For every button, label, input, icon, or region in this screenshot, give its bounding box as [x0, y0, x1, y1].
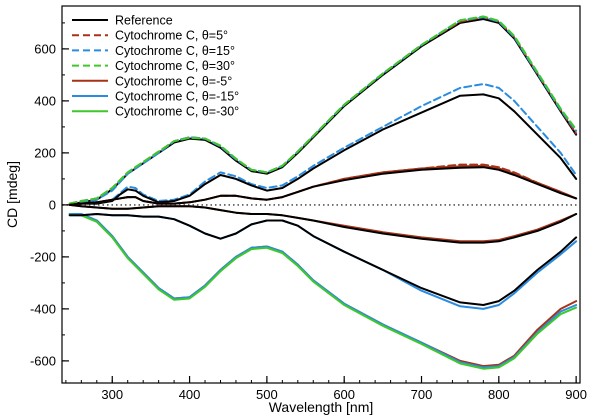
x-tick-label: 500: [256, 387, 278, 402]
series-line-8: [68, 93, 578, 206]
series-line-7: [68, 83, 578, 206]
series-line-15: [68, 203, 578, 244]
x-axis-title: Wavelength [nm]: [269, 399, 374, 415]
y-tick-label: 200: [34, 145, 56, 160]
series-line-9: [68, 213, 578, 310]
y-axis-title: CD [mdeg]: [4, 161, 20, 228]
series-line-0: [68, 18, 578, 206]
series-line-13: [68, 166, 578, 206]
legend-label: Cytochrome C, θ=-15°: [115, 90, 239, 104]
y-tick-label: -200: [30, 249, 56, 264]
x-tick-label: 400: [179, 387, 201, 402]
y-tick-label: -600: [30, 353, 56, 368]
axes: 300 400 500 600 700 800 900 -600 -400 -200 0 200 400…: [30, 5, 587, 402]
series-line-10: [68, 213, 578, 306]
series-lines: [68, 15, 578, 370]
legend-label: Cytochrome C, θ=30°: [115, 59, 235, 73]
plot-frame: [61, 5, 581, 384]
x-tick-label: 800: [488, 387, 510, 402]
x-tick-label: 300: [101, 387, 123, 402]
series-line-5: [68, 213, 578, 369]
legend-label: Cytochrome C, θ=-30°: [115, 105, 239, 119]
y-tick-label: 600: [34, 41, 56, 56]
legend-label: Cytochrome C, θ=5°: [115, 29, 228, 43]
series-line-6: [68, 213, 578, 370]
x-tick-label: 900: [565, 387, 587, 402]
x-tick-label: 700: [411, 387, 433, 402]
legend-label: Cytochrome C, θ=15°: [115, 44, 235, 58]
y-tick-label: 400: [34, 93, 56, 108]
y-tick-label: -400: [30, 301, 56, 316]
series-line-3: [68, 15, 578, 205]
y-tick-label: 0: [49, 197, 56, 212]
legend-label: Reference: [115, 14, 173, 28]
x-tick-label: 600: [333, 387, 355, 402]
legend-label: Cytochrome C, θ=-5°: [115, 74, 232, 88]
